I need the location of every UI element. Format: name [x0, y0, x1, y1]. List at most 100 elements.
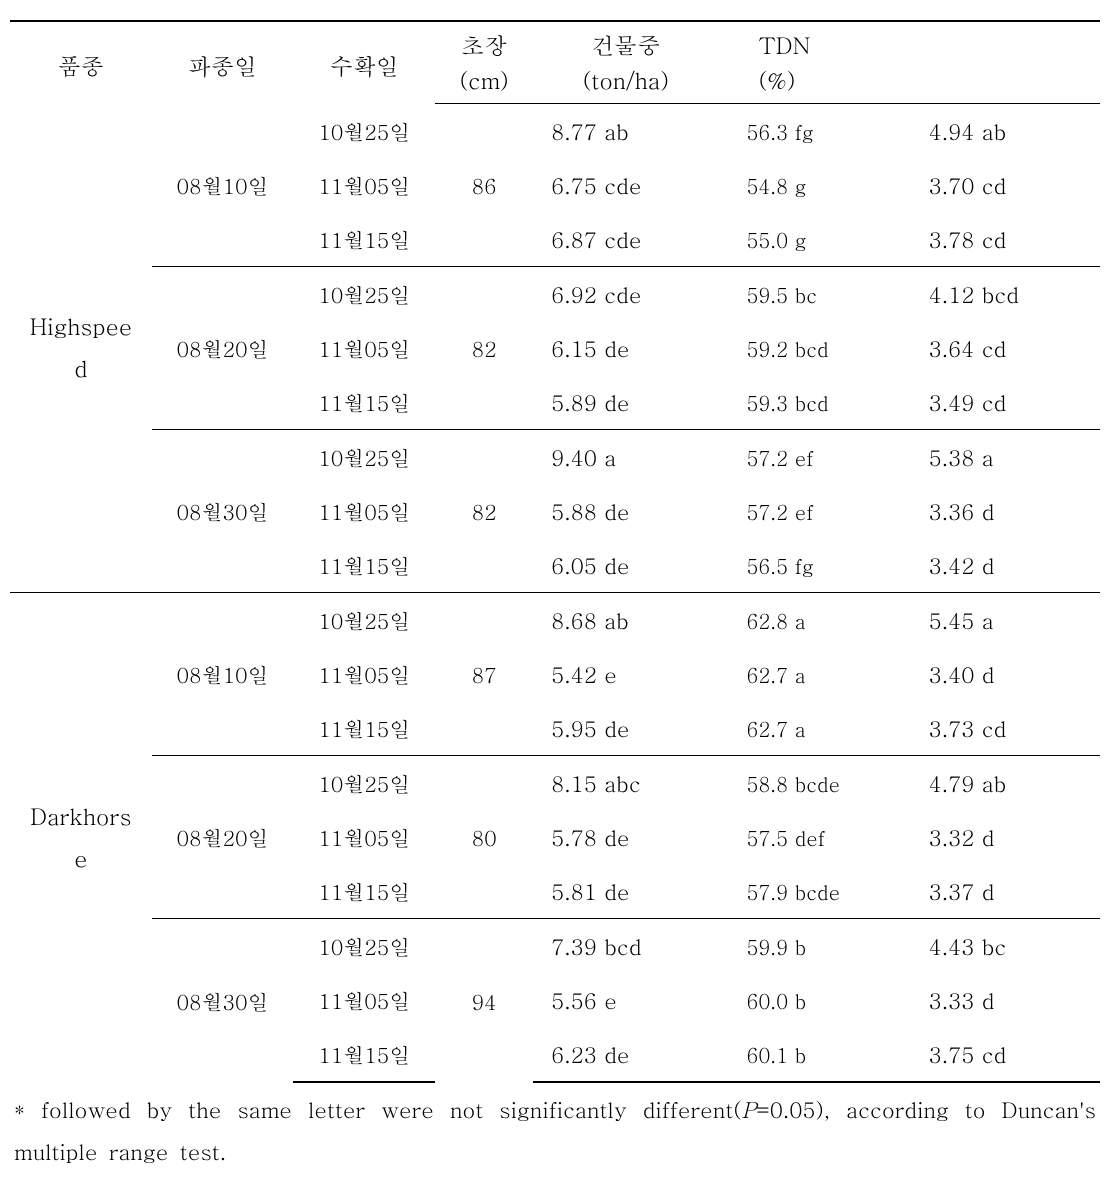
- header-tdn-l2: (%): [718, 63, 914, 104]
- last-value: 3.42 d: [915, 538, 1100, 593]
- plant-height: 86: [435, 104, 533, 267]
- plant-height: 82: [435, 430, 533, 593]
- variety-name-l2: d: [10, 348, 152, 389]
- plant-height: 87: [435, 593, 533, 756]
- dry-matter-value: 6.92 cde: [533, 267, 718, 322]
- tdn-value: 57.2 ef: [718, 430, 914, 485]
- harvest-date: 11월05일: [293, 647, 435, 701]
- header-blank: [915, 21, 1100, 63]
- dry-matter-value: 5.42 e: [533, 647, 718, 701]
- last-value: 4.12 bcd: [915, 267, 1100, 322]
- last-value: 3.33 d: [915, 973, 1100, 1027]
- dry-matter-value: 5.81 de: [533, 864, 718, 919]
- data-table: 품종 파종일 수확일 초장 건물중 TDN (cm) (ton/ha) (%) …: [10, 20, 1100, 1083]
- dry-matter-value: 5.89 de: [533, 375, 718, 430]
- harvest-date: 11월15일: [293, 375, 435, 430]
- last-value: 3.40 d: [915, 647, 1100, 701]
- harvest-date: 11월15일: [293, 538, 435, 593]
- tdn-value: 57.2 ef: [718, 484, 914, 538]
- dry-matter-value: 5.78 de: [533, 810, 718, 864]
- tdn-value: 60.0 b: [718, 973, 914, 1027]
- table-header: 품종 파종일 수확일 초장 건물중 TDN (cm) (ton/ha) (%): [10, 21, 1100, 104]
- tdn-value: 59.5 bc: [718, 267, 914, 322]
- dry-matter-value: 8.68 ab: [533, 593, 718, 648]
- tdn-value: 55.0 g: [718, 212, 914, 267]
- variety-name-l1: Darkhors: [10, 796, 152, 837]
- dry-matter-value: 5.95 de: [533, 701, 718, 756]
- header-variety: 품종: [10, 21, 152, 104]
- harvest-date: 10월25일: [293, 756, 435, 811]
- harvest-date: 11월05일: [293, 973, 435, 1027]
- harvest-date: 11월15일: [293, 212, 435, 267]
- header-dm-l1: 건물중: [533, 21, 718, 63]
- harvest-date: 11월15일: [293, 701, 435, 756]
- dry-matter-value: 9.40 a: [533, 430, 718, 485]
- table-body: Highspeed08월10일10월25일868.77 ab56.3 fg4.9…: [10, 104, 1100, 1083]
- plant-height: 94: [435, 919, 533, 1083]
- tdn-value: 58.8 bcde: [718, 756, 914, 811]
- header-tdn-l1: TDN: [718, 21, 914, 63]
- last-value: 5.45 a: [915, 593, 1100, 648]
- header-harvest: 수확일: [293, 21, 435, 104]
- variety-cell: Darkhorse: [10, 593, 152, 1083]
- last-value: 3.37 d: [915, 864, 1100, 919]
- tdn-value: 62.8 a: [718, 593, 914, 648]
- tdn-value: 57.9 bcde: [718, 864, 914, 919]
- dry-matter-value: 5.88 de: [533, 484, 718, 538]
- sowing-date: 08월30일: [152, 919, 294, 1083]
- dry-matter-value: 5.56 e: [533, 973, 718, 1027]
- harvest-date: 10월25일: [293, 430, 435, 485]
- last-value: 5.38 a: [915, 430, 1100, 485]
- header-height-l1: 초장: [435, 21, 533, 63]
- sowing-date: 08월20일: [152, 267, 294, 430]
- header-dm-l2: (ton/ha): [533, 63, 718, 104]
- dry-matter-value: 8.77 ab: [533, 104, 718, 159]
- last-value: 3.73 cd: [915, 701, 1100, 756]
- harvest-date: 11월05일: [293, 810, 435, 864]
- harvest-date: 10월25일: [293, 267, 435, 322]
- dry-matter-value: 6.87 cde: [533, 212, 718, 267]
- harvest-date: 10월25일: [293, 593, 435, 648]
- last-value: 3.64 cd: [915, 321, 1100, 375]
- dry-matter-value: 7.39 bcd: [533, 919, 718, 974]
- footnote: * followed by the same letter were not s…: [10, 1083, 1100, 1173]
- sowing-date: 08월10일: [152, 104, 294, 267]
- tdn-value: 62.7 a: [718, 701, 914, 756]
- header-height-l2: (cm): [435, 63, 533, 104]
- tdn-value: 59.9 b: [718, 919, 914, 974]
- footnote-p: P: [742, 1094, 756, 1125]
- header-blank2: [915, 63, 1100, 104]
- dry-matter-value: 6.05 de: [533, 538, 718, 593]
- last-value: 3.75 cd: [915, 1027, 1100, 1082]
- footnote-pre: * followed by the same letter were not s…: [14, 1094, 742, 1125]
- dry-matter-value: 6.75 cde: [533, 158, 718, 212]
- variety-cell: Highspeed: [10, 104, 152, 593]
- harvest-date: 11월05일: [293, 158, 435, 212]
- tdn-value: 56.3 fg: [718, 104, 914, 159]
- header-sowing: 파종일: [152, 21, 294, 104]
- tdn-value: 59.2 bcd: [718, 321, 914, 375]
- tdn-value: 60.1 b: [718, 1027, 914, 1082]
- harvest-date: 11월05일: [293, 484, 435, 538]
- harvest-date: 10월25일: [293, 919, 435, 974]
- tdn-value: 56.5 fg: [718, 538, 914, 593]
- last-value: 3.70 cd: [915, 158, 1100, 212]
- tdn-value: 57.5 def: [718, 810, 914, 864]
- tdn-value: 62.7 a: [718, 647, 914, 701]
- dry-matter-value: 8.15 abc: [533, 756, 718, 811]
- tdn-value: 59.3 bcd: [718, 375, 914, 430]
- dry-matter-value: 6.23 de: [533, 1027, 718, 1082]
- last-value: 3.36 d: [915, 484, 1100, 538]
- plant-height: 80: [435, 756, 533, 919]
- sowing-date: 08월10일: [152, 593, 294, 756]
- harvest-date: 11월15일: [293, 1027, 435, 1082]
- dry-matter-value: 6.15 de: [533, 321, 718, 375]
- plant-height: 82: [435, 267, 533, 430]
- variety-name-l2: e: [10, 838, 152, 879]
- harvest-date: 10월25일: [293, 104, 435, 159]
- sowing-date: 08월20일: [152, 756, 294, 919]
- harvest-date: 11월15일: [293, 864, 435, 919]
- last-value: 3.49 cd: [915, 375, 1100, 430]
- last-value: 4.43 bc: [915, 919, 1100, 974]
- last-value: 4.79 ab: [915, 756, 1100, 811]
